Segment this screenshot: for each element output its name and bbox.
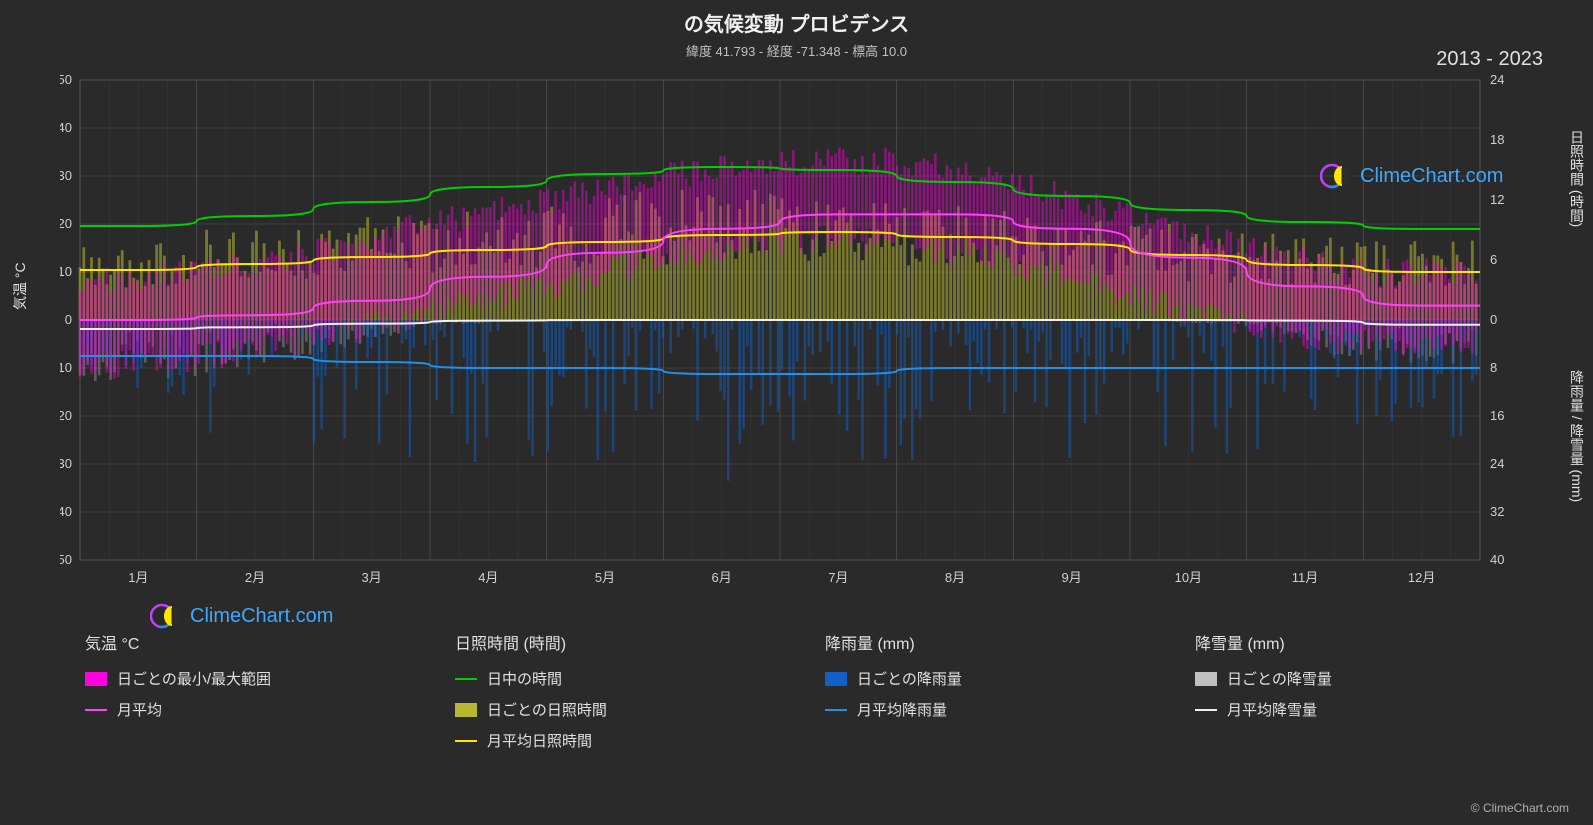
- svg-text:8月: 8月: [945, 570, 965, 585]
- legend-group-title: 日照時間 (時間): [455, 630, 785, 654]
- svg-text:0: 0: [65, 312, 72, 327]
- svg-text:30: 30: [60, 168, 72, 183]
- legend-item-label: 月平均降雨量: [857, 699, 947, 720]
- climate-chart-svg: -50 -40 -30 -20 -10 0 10 20 30 40 50 0 6 12 18 24 8 16 24 3…: [60, 70, 1520, 590]
- legend-group-title: 降雨量 (mm): [825, 630, 1155, 654]
- legend-item-label: 月平均: [117, 699, 162, 720]
- svg-text:20: 20: [60, 216, 72, 231]
- watermark: ClimeChart.com: [150, 600, 333, 632]
- legend: 気温 °C 日ごとの最小/最大範囲月平均 日照時間 (時間) 日中の時間日ごとの日照時…: [85, 630, 1525, 761]
- svg-text:4月: 4月: [478, 570, 498, 585]
- legend-swatch: [455, 703, 477, 717]
- svg-text:9月: 9月: [1062, 570, 1082, 585]
- y-axis-right-bottom-label: 降雨量 / 降雪量 (mm): [1567, 370, 1587, 502]
- subtitle: 緯度 41.793 - 経度 -71.348 - 標高 10.0: [0, 41, 1593, 60]
- copyright: © ClimeChart.com: [1471, 801, 1569, 815]
- svg-text:8: 8: [1490, 360, 1497, 375]
- legend-item-label: 月平均降雪量: [1227, 699, 1317, 720]
- svg-text:10月: 10月: [1175, 570, 1202, 585]
- svg-text:6: 6: [1490, 252, 1497, 267]
- svg-text:-50: -50: [60, 552, 72, 567]
- y-axis-right-top-label: 日照時間 (時間): [1567, 130, 1587, 227]
- legend-group-title: 降雪量 (mm): [1195, 630, 1525, 654]
- svg-text:2月: 2月: [245, 570, 265, 585]
- svg-text:6月: 6月: [712, 570, 732, 585]
- svg-text:12: 12: [1490, 192, 1504, 207]
- svg-text:5月: 5月: [595, 570, 615, 585]
- legend-group: 降雨量 (mm) 日ごとの降雨量月平均降雨量: [825, 630, 1155, 761]
- y-axis-left-label: 気温 °C: [10, 262, 30, 310]
- svg-text:1月: 1月: [128, 570, 148, 585]
- legend-swatch: [1195, 709, 1217, 711]
- legend-item: 日ごとの降雨量: [825, 668, 1155, 689]
- svg-text:16: 16: [1490, 408, 1504, 423]
- svg-text:7月: 7月: [828, 570, 848, 585]
- watermark-text: ClimeChart.com: [190, 605, 333, 628]
- svg-text:0: 0: [1490, 312, 1497, 327]
- legend-swatch: [825, 672, 847, 686]
- climechart-logo-icon: [150, 600, 182, 632]
- svg-text:-30: -30: [60, 456, 72, 471]
- legend-item-label: 月平均日照時間: [487, 730, 592, 751]
- svg-text:32: 32: [1490, 504, 1504, 519]
- legend-item: 月平均降雪量: [1195, 699, 1525, 720]
- legend-swatch: [85, 709, 107, 711]
- svg-text:40: 40: [60, 120, 72, 135]
- svg-text:3月: 3月: [362, 570, 382, 585]
- legend-group: 日照時間 (時間) 日中の時間日ごとの日照時間月平均日照時間: [455, 630, 785, 761]
- svg-text:10: 10: [60, 264, 72, 279]
- svg-text:24: 24: [1490, 456, 1504, 471]
- svg-text:12月: 12月: [1408, 570, 1435, 585]
- svg-text:18: 18: [1490, 132, 1504, 147]
- legend-group: 降雪量 (mm) 日ごとの降雪量月平均降雪量: [1195, 630, 1525, 761]
- legend-swatch: [85, 672, 107, 686]
- legend-item-label: 日ごとの最小/最大範囲: [117, 668, 271, 689]
- svg-text:50: 50: [60, 72, 72, 87]
- legend-item-label: 日ごとの降雪量: [1227, 668, 1332, 689]
- legend-item: 月平均降雨量: [825, 699, 1155, 720]
- legend-item: 日ごとの降雪量: [1195, 668, 1525, 689]
- legend-item: 日中の時間: [455, 668, 785, 689]
- legend-item: 月平均日照時間: [455, 730, 785, 751]
- legend-swatch: [825, 709, 847, 711]
- legend-group-title: 気温 °C: [85, 630, 415, 654]
- legend-item-label: 日ごとの日照時間: [487, 699, 607, 720]
- svg-text:-40: -40: [60, 504, 72, 519]
- chart-area: -50 -40 -30 -20 -10 0 10 20 30 40 50 0 6 12 18 24 8 16 24 3…: [60, 70, 1520, 590]
- svg-text:11月: 11月: [1292, 570, 1319, 585]
- legend-item: 月平均: [85, 699, 415, 720]
- svg-text:40: 40: [1490, 552, 1504, 567]
- legend-swatch: [1195, 672, 1217, 686]
- main-title: の気候変動 プロビデンス: [0, 8, 1593, 37]
- legend-swatch: [455, 740, 477, 742]
- svg-text:24: 24: [1490, 72, 1504, 87]
- legend-swatch: [455, 678, 477, 680]
- year-range: 2013 - 2023: [1436, 48, 1543, 71]
- legend-item-label: 日中の時間: [487, 668, 562, 689]
- svg-text:-10: -10: [60, 360, 72, 375]
- legend-group: 気温 °C 日ごとの最小/最大範囲月平均: [85, 630, 415, 761]
- legend-item: 日ごとの日照時間: [455, 699, 785, 720]
- svg-text:-20: -20: [60, 408, 72, 423]
- title-block: の気候変動 プロビデンス 緯度 41.793 - 経度 -71.348 - 標高…: [0, 0, 1593, 60]
- legend-item-label: 日ごとの降雨量: [857, 668, 962, 689]
- legend-item: 日ごとの最小/最大範囲: [85, 668, 415, 689]
